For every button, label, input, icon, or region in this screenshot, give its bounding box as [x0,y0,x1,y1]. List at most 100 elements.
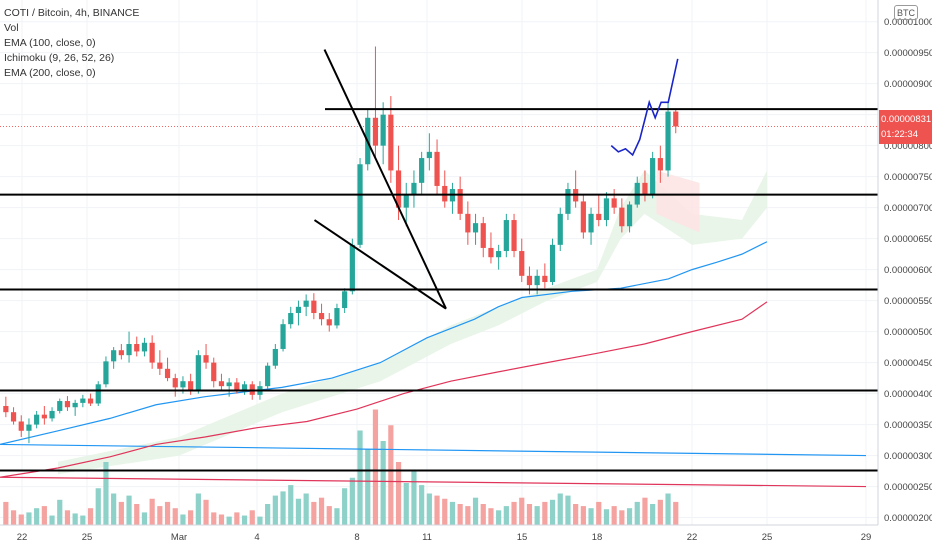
candle-body [34,414,40,425]
candle-body [503,220,509,252]
candle-body [126,344,132,356]
candle-body [3,405,9,413]
volume-bar [87,508,94,525]
volume-bar [673,501,679,525]
volume-bar [403,483,409,525]
volume-bar [318,497,325,525]
candle-body [534,275,540,286]
candle-body [395,170,402,208]
y-tick-label: 0.00000650 [884,234,932,245]
x-tick-label: 25 [762,532,773,543]
volume-bar [626,508,633,525]
volume-bar [141,512,148,525]
candle-body [665,111,671,171]
y-tick-label: 0.00000400 [884,389,932,400]
volume-bar [265,504,271,525]
volume-bar [280,491,286,525]
grid [0,0,878,525]
volume-bar [357,430,363,525]
candle-body [650,158,656,196]
last-price-tag: 0.00000831 01:22:34 [879,110,932,144]
volume-bar [380,441,386,525]
candle-body [580,201,586,233]
candle-body [318,313,325,320]
volume-bar [434,495,440,525]
legend-ema200[interactable]: EMA (200, close, 0) [4,67,96,79]
candle-body [234,382,240,391]
volume-bar [349,477,355,525]
volume-bar [426,493,432,525]
volume-bar [95,488,101,525]
candle-body [673,111,679,127]
volume-bars [3,409,679,525]
wedge-lower-line [313,219,447,310]
volume-bar [303,493,309,525]
volume-bar [472,497,479,525]
volume-bar [218,514,225,525]
candle-body [188,381,194,391]
candle-body [549,244,556,283]
legend-volume[interactable]: Vol [4,22,19,34]
ema200-line [0,301,867,488]
volume-bar [449,501,456,525]
moving-averages [0,241,867,488]
candle-body [357,164,363,245]
y-tick-label: 0.00000450 [884,358,932,369]
volume-bar [588,508,594,525]
candle-body [603,198,610,221]
bar-countdown: 01:22:34 [881,129,918,140]
x-tick-label: 29 [861,532,872,543]
candle-body [526,275,533,286]
candle-body [118,350,124,356]
candle-body [288,313,294,325]
candle-body [10,412,17,422]
x-tick-label: 11 [422,532,432,543]
candle-body [80,398,86,403]
volume-bar [288,485,294,525]
candle-body [172,378,178,388]
legend-ichimoku[interactable]: Ichimoku (9, 26, 52, 26) [4,52,115,64]
candle-body [72,402,78,408]
candle-body [588,213,594,233]
volume-bar [395,462,402,525]
y-tick-label: 0.00000600 [884,265,932,276]
candle-body [157,362,163,369]
x-tick-label: 15 [517,532,528,543]
candle-body [303,300,309,307]
candle-body [488,247,494,258]
volume-bar [41,506,47,525]
candle-body [380,114,386,146]
candle-body [326,319,332,326]
candle-body [141,342,148,352]
x-tick-label: 25 [82,532,93,543]
volume-bar [157,506,163,525]
candle-body [403,195,409,208]
volume-bar [64,510,71,525]
volume-bar [565,495,571,525]
candle-body [111,350,117,362]
volume-bar [465,506,471,525]
x-tick-label: Mar [171,532,187,543]
volume-bar [596,501,602,525]
y-tick-label: 0.00000300 [884,451,932,462]
volume-bar [203,499,209,525]
legend-ema100[interactable]: EMA (100, close, 0) [4,37,96,49]
candle-body [426,151,432,159]
y-tick-label: 0.00000750 [884,172,932,183]
volume-bar [118,501,124,525]
volume-bar [103,462,109,525]
ichimoku-cloud [58,170,767,475]
candle-body [596,213,602,221]
currency-badge[interactable]: BTC [894,5,918,20]
volume-bar [326,506,332,525]
volume-bar [164,501,171,525]
volume-bar [3,501,9,525]
y-tick-label: 0.00000200 [884,513,932,524]
volume-bar [634,501,640,525]
last-price-value: 0.00000831 [881,114,932,125]
volume-bar [619,510,625,525]
volume-bar [249,510,255,525]
volume-bar [419,485,425,525]
